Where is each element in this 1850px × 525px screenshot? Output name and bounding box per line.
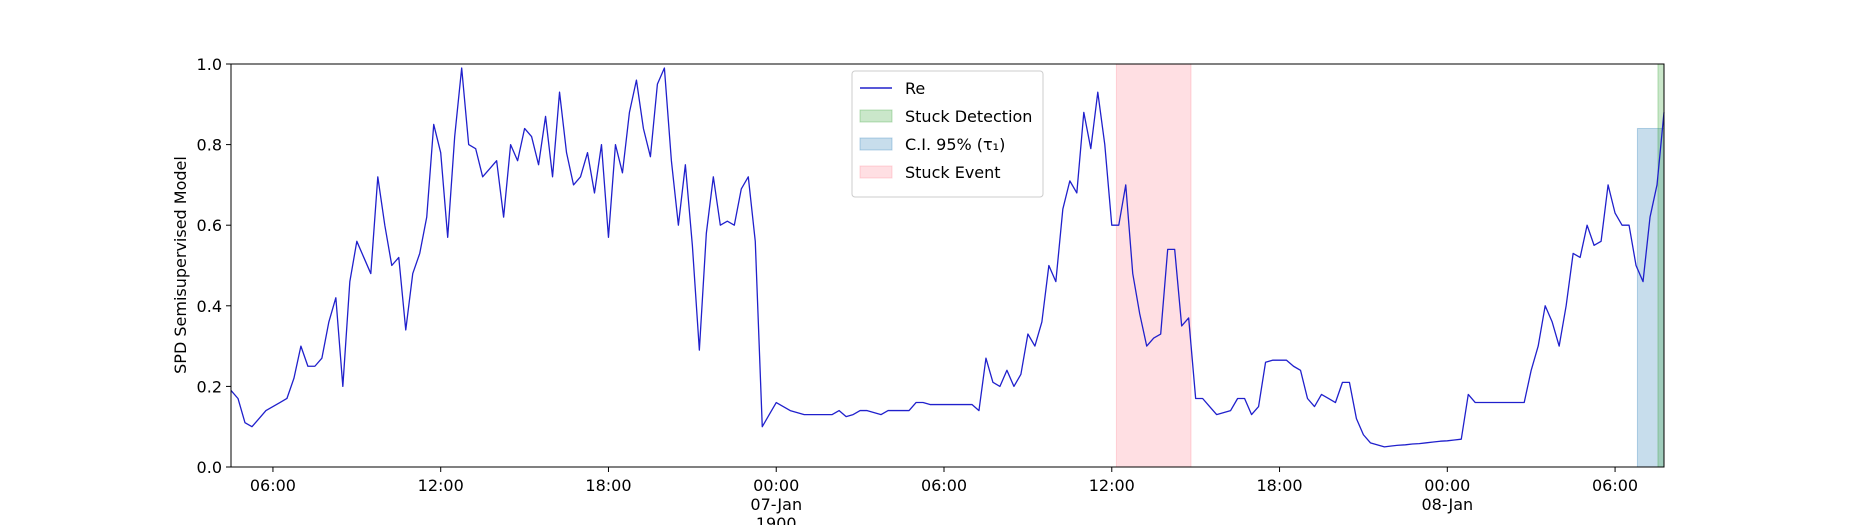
- x-tick-label: 18:00: [585, 476, 631, 495]
- legend-label: Stuck Event: [905, 163, 1001, 182]
- y-tick-label: 0.0: [197, 458, 222, 477]
- x-tick-label: 12:00: [418, 476, 464, 495]
- y-tick-label: 0.2: [197, 377, 222, 396]
- legend-label: C.I. 95% (τ₁): [905, 135, 1005, 154]
- y-tick-label: 0.6: [197, 216, 222, 235]
- span: [1636, 127, 1665, 468]
- legend-label: Re: [905, 79, 925, 98]
- y-tick-label: 0.4: [197, 297, 222, 316]
- x-tick-label: 06:00: [250, 476, 296, 495]
- legend-swatch: [859, 165, 893, 179]
- legend-swatch: [859, 137, 893, 151]
- legend-label: Stuck Detection: [905, 107, 1032, 126]
- x-tick-label: 12:00: [1089, 476, 1135, 495]
- x-tick-label: 06:00: [1592, 476, 1638, 495]
- y-tick-label: 1.0: [197, 55, 222, 74]
- x-tick-label: 00:00 08-Jan: [1421, 476, 1473, 514]
- x-tick-label: 00:00 07-Jan 1900: [750, 476, 802, 525]
- span: [1115, 63, 1192, 468]
- x-tick-label: 18:00: [1256, 476, 1302, 495]
- data-line: [230, 67, 1665, 448]
- y-tick-label: 0.8: [197, 136, 222, 155]
- plot-frame: [230, 63, 1665, 468]
- legend-swatch: [859, 109, 893, 123]
- x-tick-label: 06:00: [921, 476, 967, 495]
- legend-box: [851, 70, 1044, 198]
- y-axis-label: SPD Semisupervised Model: [171, 156, 190, 374]
